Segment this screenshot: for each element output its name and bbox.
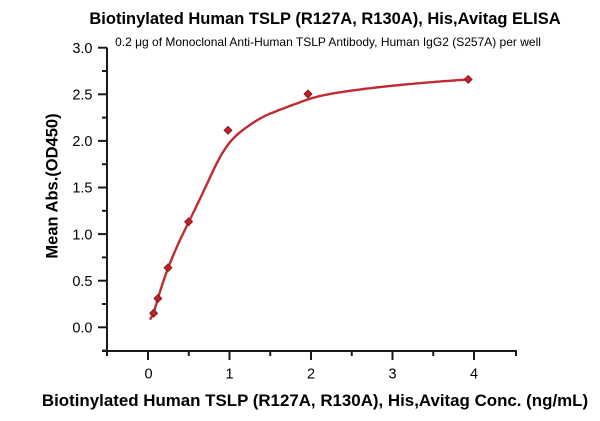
svg-text:0: 0 bbox=[144, 366, 152, 382]
svg-text:2.0: 2.0 bbox=[72, 134, 92, 150]
svg-text:1.5: 1.5 bbox=[72, 181, 92, 197]
svg-text:1.0: 1.0 bbox=[72, 227, 92, 243]
svg-text:4: 4 bbox=[470, 366, 478, 382]
svg-text:3.0: 3.0 bbox=[72, 41, 92, 57]
svg-text:1: 1 bbox=[225, 366, 233, 382]
svg-text:2.5: 2.5 bbox=[72, 88, 92, 104]
svg-text:3: 3 bbox=[388, 366, 396, 382]
svg-text:0.0: 0.0 bbox=[72, 321, 92, 337]
svg-text:2: 2 bbox=[307, 366, 315, 382]
svg-text:0.5: 0.5 bbox=[72, 274, 92, 290]
